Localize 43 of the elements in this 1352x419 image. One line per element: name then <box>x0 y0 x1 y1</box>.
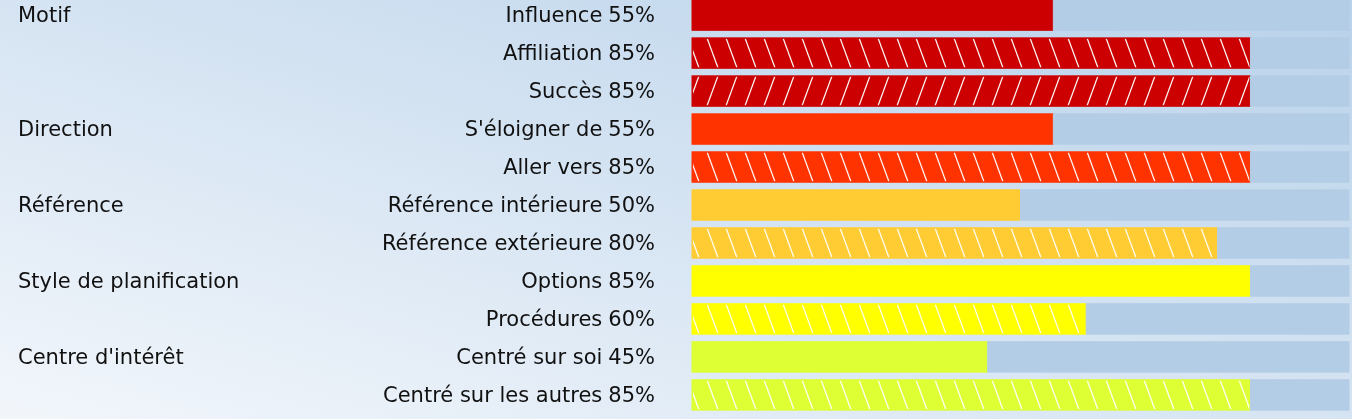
data-label: 50% <box>608 193 655 218</box>
y-tick-label: Centré sur les autres <box>383 383 603 408</box>
bar <box>691 0 1054 31</box>
y-tick-label: Procédures <box>485 307 603 332</box>
bar <box>987 341 1350 373</box>
bar <box>1020 189 1350 221</box>
data-label: 85% <box>608 41 655 66</box>
y-tick-label: Succès <box>528 79 603 104</box>
bar <box>691 113 1054 145</box>
data-label: 85% <box>608 269 655 294</box>
text: Direction <box>18 117 113 142</box>
bar <box>1052 0 1350 31</box>
bar <box>1052 113 1350 145</box>
y-tick-label: Affiliation <box>502 41 603 66</box>
bar <box>1249 151 1350 183</box>
data-label: 55% <box>608 117 655 142</box>
y-tick-label: Influence <box>505 3 603 28</box>
y-tick-label: Référence intérieure <box>387 193 603 218</box>
bar <box>1217 227 1350 259</box>
bar <box>691 265 1251 297</box>
bar <box>1085 303 1350 335</box>
bar <box>1249 37 1350 69</box>
data-label: 60% <box>608 307 655 332</box>
data-label: 80% <box>608 231 655 256</box>
text: Centre d'intérêt <box>18 345 184 370</box>
bar <box>1249 75 1350 107</box>
data-label: 45% <box>608 345 655 370</box>
bar <box>691 189 1021 221</box>
data-label: 85% <box>608 79 655 104</box>
data-label: 85% <box>608 155 655 180</box>
bar <box>1249 265 1350 297</box>
y-tick-label: Centré sur soi <box>456 345 603 370</box>
y-tick-label: Aller vers <box>503 155 603 180</box>
y-tick-label: S'éloigner de <box>464 117 603 142</box>
text: Référence <box>18 193 124 218</box>
y-tick-label: Référence extérieure <box>381 231 603 256</box>
data-label: 85% <box>608 383 655 408</box>
text: Style de planification <box>18 269 240 294</box>
text: Motif <box>18 3 72 28</box>
data-label: 55% <box>608 3 655 28</box>
bar <box>1249 379 1350 411</box>
y-tick-label: Options <box>521 269 603 294</box>
bar <box>691 341 989 373</box>
